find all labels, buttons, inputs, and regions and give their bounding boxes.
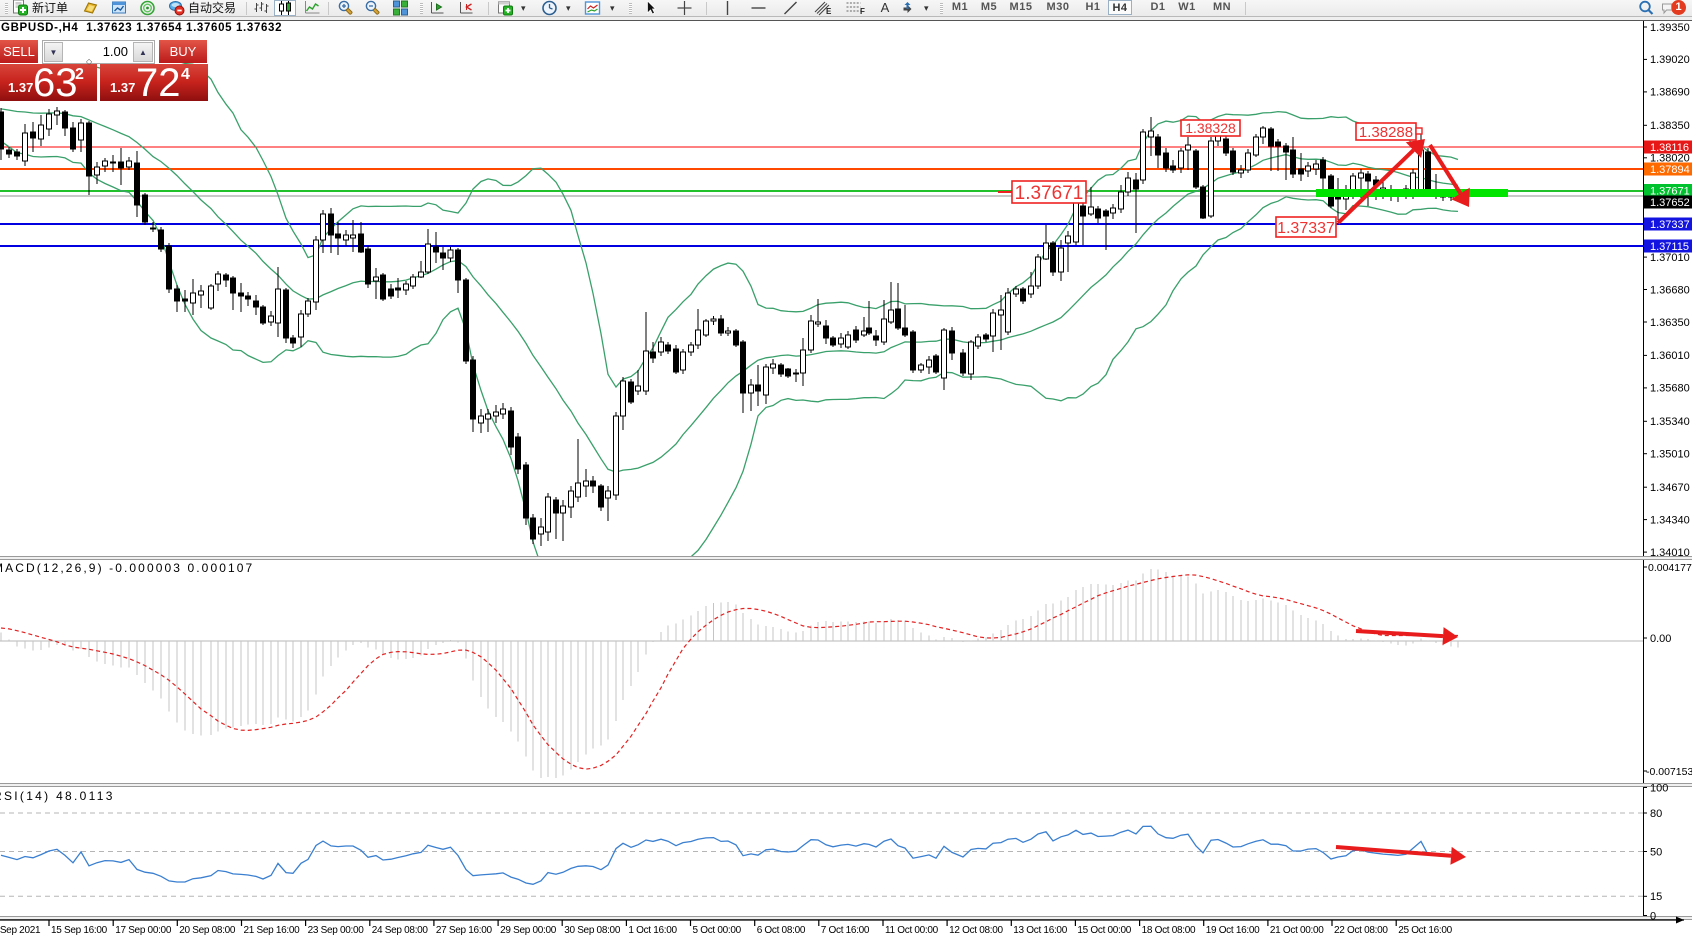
- svg-text:0.004177: 0.004177: [1648, 562, 1692, 574]
- svg-text:1.36010: 1.36010: [1650, 350, 1690, 362]
- svg-text:1.38328: 1.38328: [1185, 120, 1236, 136]
- svg-text:1.37337: 1.37337: [1650, 219, 1690, 231]
- svg-text:100: 100: [1650, 782, 1668, 794]
- svg-text:80: 80: [1650, 808, 1662, 820]
- svg-text:12 Oct 08:00: 12 Oct 08:00: [949, 925, 1003, 936]
- svg-text:50: 50: [1650, 846, 1662, 858]
- svg-text:15 Sep 2021: 15 Sep 2021: [0, 925, 41, 936]
- svg-text:1.37671: 1.37671: [1650, 185, 1690, 197]
- svg-text:20 Sep 08:00: 20 Sep 08:00: [179, 925, 236, 936]
- svg-text:1.35680: 1.35680: [1650, 383, 1690, 395]
- svg-text:23 Sep 00:00: 23 Sep 00:00: [308, 925, 365, 936]
- svg-text:-0.007153: -0.007153: [1646, 766, 1692, 778]
- svg-text:25 Oct 16:00: 25 Oct 16:00: [1398, 925, 1452, 936]
- svg-text:11 Oct 00:00: 11 Oct 00:00: [885, 925, 939, 936]
- svg-text:30 Sep 08:00: 30 Sep 08:00: [564, 925, 621, 936]
- svg-text:1.38288: 1.38288: [1359, 124, 1413, 141]
- svg-text:1.38350: 1.38350: [1650, 120, 1690, 132]
- svg-text:0: 0: [1650, 910, 1656, 922]
- svg-text:1.37010: 1.37010: [1650, 252, 1690, 264]
- svg-text:1.36350: 1.36350: [1650, 317, 1690, 329]
- svg-text:1.37115: 1.37115: [1650, 241, 1689, 253]
- svg-text:RSI(14) 48.0113: RSI(14) 48.0113: [0, 789, 115, 803]
- svg-text:5 Oct 00:00: 5 Oct 00:00: [693, 925, 742, 936]
- svg-text:1.37337: 1.37337: [1277, 220, 1335, 237]
- svg-text:1.39350: 1.39350: [1650, 22, 1690, 34]
- svg-text:1 Oct 16:00: 1 Oct 16:00: [628, 925, 677, 936]
- svg-text:1.38116: 1.38116: [1650, 142, 1689, 154]
- svg-text:17 Sep 00:00: 17 Sep 00:00: [115, 925, 172, 936]
- svg-text:6 Oct 08:00: 6 Oct 08:00: [757, 925, 806, 936]
- svg-text:1.36680: 1.36680: [1650, 284, 1690, 296]
- svg-text:22 Oct 08:00: 22 Oct 08:00: [1334, 925, 1388, 936]
- svg-text:1.37671: 1.37671: [1015, 183, 1084, 204]
- svg-text:1.37652: 1.37652: [1650, 197, 1690, 209]
- svg-text:24 Sep 08:00: 24 Sep 08:00: [372, 925, 429, 936]
- svg-text:7 Oct 16:00: 7 Oct 16:00: [821, 925, 870, 936]
- svg-text:29 Sep 00:00: 29 Sep 00:00: [500, 925, 557, 936]
- svg-text:0.00: 0.00: [1650, 633, 1671, 645]
- svg-text:21 Sep 16:00: 21 Sep 16:00: [244, 925, 301, 936]
- svg-text:15: 15: [1650, 891, 1662, 903]
- svg-text:1.37894: 1.37894: [1650, 164, 1690, 176]
- svg-text:1.34670: 1.34670: [1650, 482, 1690, 494]
- svg-text:1.35010: 1.35010: [1650, 449, 1690, 461]
- svg-text:27 Sep 16:00: 27 Sep 16:00: [436, 925, 493, 936]
- svg-text:21 Oct 00:00: 21 Oct 00:00: [1270, 925, 1324, 936]
- svg-text:15 Sep 16:00: 15 Sep 16:00: [51, 925, 108, 936]
- svg-text:1.38020: 1.38020: [1650, 153, 1690, 165]
- svg-text:1.35340: 1.35340: [1650, 416, 1690, 428]
- svg-text:15 Oct 00:00: 15 Oct 00:00: [1077, 925, 1131, 936]
- svg-text:1.38690: 1.38690: [1650, 87, 1690, 99]
- svg-text:MACD(12,26,9) -0.000003 0.0001: MACD(12,26,9) -0.000003 0.000107: [0, 561, 254, 575]
- svg-text:13 Oct 16:00: 13 Oct 16:00: [1013, 925, 1067, 936]
- svg-text:18 Oct 08:00: 18 Oct 08:00: [1142, 925, 1196, 936]
- svg-text:1.34340: 1.34340: [1650, 514, 1690, 526]
- svg-text:1.39020: 1.39020: [1650, 54, 1690, 66]
- svg-text:1.34010: 1.34010: [1650, 547, 1690, 559]
- svg-text:19 Oct 16:00: 19 Oct 16:00: [1206, 925, 1260, 936]
